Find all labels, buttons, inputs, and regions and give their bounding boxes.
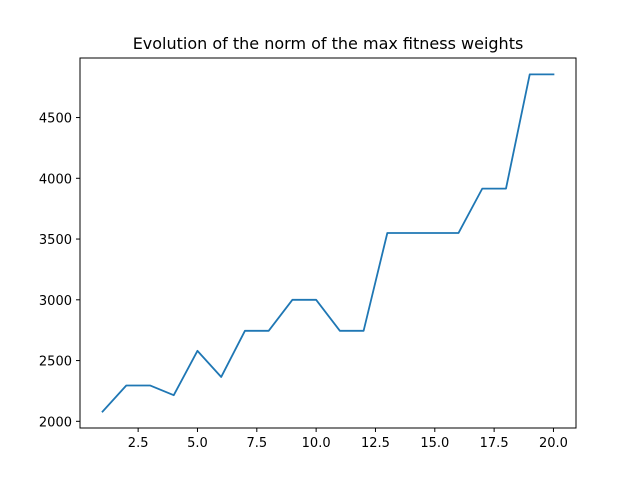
data-point	[196, 349, 199, 352]
data-point	[149, 384, 152, 387]
data-point	[552, 73, 555, 76]
data-point	[386, 231, 389, 234]
data-point	[362, 329, 365, 332]
y-tick-label: 4000	[39, 172, 72, 187]
data-point	[220, 375, 223, 378]
y-tick-label: 3500	[39, 233, 72, 248]
x-tick-label: 15.0	[420, 436, 449, 451]
data-point	[433, 231, 436, 234]
x-tick-label: 12.5	[361, 436, 390, 451]
plot-frame	[79, 57, 577, 429]
y-tick-label: 2000	[39, 415, 72, 430]
y-tick-label: 4500	[39, 112, 72, 127]
x-tick-label: 2.5	[128, 436, 149, 451]
data-point	[125, 384, 128, 387]
data-point	[291, 298, 294, 301]
data-point	[338, 329, 341, 332]
data-point	[528, 73, 531, 76]
y-tick-label: 3000	[39, 294, 72, 309]
x-tick-label: 20.0	[539, 436, 568, 451]
chart-title: Evolution of the norm of the max fitness…	[133, 34, 524, 53]
series-layer	[101, 73, 555, 413]
x-tick-label: 7.5	[246, 436, 267, 451]
x-axis-ticks: 2.5 5.0 7.5 10.0 12.5 15.0 17.5 20.0	[128, 428, 568, 451]
y-axis-ticks: 2000 2500 3000 3500 4000 4500	[39, 112, 80, 430]
data-point	[172, 394, 175, 397]
series-line-0	[101, 73, 555, 413]
x-tick-label: 17.5	[480, 436, 509, 451]
x-tick-label: 10.0	[302, 436, 331, 451]
x-tick-label: 5.0	[187, 436, 208, 451]
data-point	[267, 329, 270, 332]
data-point	[315, 298, 318, 301]
data-point	[504, 187, 507, 190]
y-tick-label: 2500	[39, 355, 72, 370]
data-point	[101, 410, 104, 413]
data-point	[457, 231, 460, 234]
data-point	[243, 329, 246, 332]
data-point	[410, 231, 413, 234]
data-point	[481, 187, 484, 190]
